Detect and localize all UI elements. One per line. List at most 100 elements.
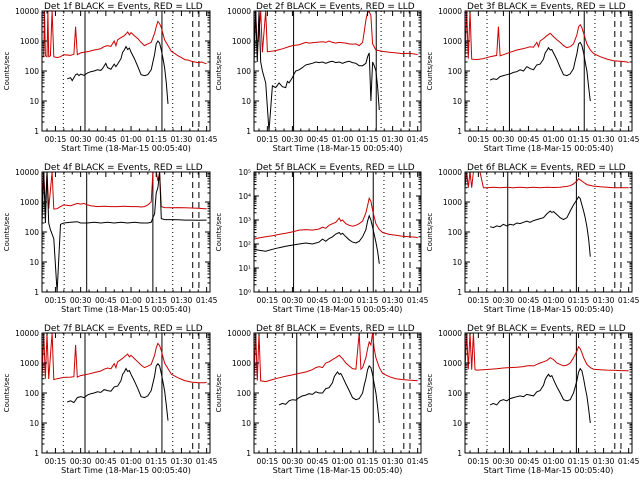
x-tick-label: 00:15 [257,457,279,466]
y-tick-label: 100 [25,389,40,398]
y-tick-label: 10 [29,258,39,267]
events-series-line [278,365,380,424]
x-tick-label: 00:30 [70,296,92,305]
x-tick-label: 01:00 [120,135,142,144]
x-tick-label: 01:45 [618,135,640,144]
x-tick-label: 01:30 [593,296,615,305]
y-tick-label: 10 [452,97,462,106]
plot-frame [464,171,633,293]
y-tick-label: 10 [452,419,462,428]
x-tick-label: 01:15 [568,135,590,144]
panel-det-3: Det 3f BLACK = Events, RED = LLD 1 10 100 10… [426,2,640,153]
y-tick-label: 100 [448,389,463,398]
y-tick-label: 10 [241,419,251,428]
y-tick-label: 100 [25,228,40,237]
x-tick-label: 01:00 [120,296,142,305]
x-tick-label: 01:45 [407,296,429,305]
x-tick-label: 00:45 [307,135,329,144]
lld-series-line [465,172,629,189]
lld-series-line [42,172,207,210]
y-tick-label: 1000 [20,198,39,207]
x-tick-label: 01:45 [407,457,429,466]
plot-frame [253,171,422,293]
y-tick-label: 100 [448,67,463,76]
x-axis-label: Start Time (18-Mar-15 00:05:40) [484,466,614,475]
y-tick-label: 10000 [15,168,39,177]
y-tick-label: 1000 [20,37,39,46]
x-tick-label: 00:30 [282,296,304,305]
events-series-line [489,367,591,424]
x-tick-label: 00:30 [282,135,304,144]
x-tick-label: 00:15 [45,135,67,144]
y-tick-label: 1000 [443,359,462,368]
x-tick-label: 00:45 [95,457,117,466]
y-axis-label: Counts/sec [3,374,11,413]
panel-title: Det 7f BLACK = Events, RED = LLD [44,324,203,334]
x-tick-label: 01:15 [357,135,379,144]
x-axis-label: Start Time (18-Mar-15 00:05:40) [61,144,191,153]
y-tick-label: 10 [452,258,462,267]
x-tick-label: 00:30 [282,457,304,466]
x-tick-label: 01:15 [568,457,590,466]
x-axis-label: Start Time (18-Mar-15 00:05:40) [484,305,614,314]
y-tick-label: 10000 [15,7,39,16]
x-tick-label: 01:30 [382,296,404,305]
events-series-line [67,362,169,421]
x-tick-label: 01:15 [145,457,167,466]
x-tick-label: 01:30 [171,457,193,466]
x-tick-label: 00:15 [468,296,490,305]
y-tick-label: 10 [241,97,251,106]
panel-title: Det 9f BLACK = Events, RED = LLD [467,324,626,334]
y-tick-label: 100 [237,67,252,76]
x-tick-label: 01:30 [382,135,404,144]
x-tick-label: 00:45 [518,296,540,305]
plot-frame [41,332,211,454]
x-tick-label: 00:30 [493,457,515,466]
x-tick-label: 01:00 [543,296,565,305]
events-series-line [254,214,380,264]
x-tick-label: 00:45 [307,457,329,466]
x-tick-label: 01:30 [382,457,404,466]
y-tick-label: 10⁵ [238,168,251,177]
panel-title: Det 4f BLACK = Events, RED = LLD [44,163,203,173]
x-tick-label: 01:15 [568,296,590,305]
events-series-line [489,195,591,257]
y-tick-label: 100 [237,389,252,398]
panel-title: Det 6f BLACK = Events, RED = LLD [467,163,626,173]
x-tick-label: 00:15 [468,457,490,466]
x-axis-label: Start Time (18-Mar-15 00:05:40) [273,144,403,153]
y-tick-label: 1 [34,127,39,136]
y-axis-label: Counts/sec [3,213,11,252]
x-axis-label: Start Time (18-Mar-15 00:05:40) [273,305,403,314]
y-tick-label: 10000 [227,329,251,338]
lld-series-line [42,333,207,384]
x-tick-label: 00:15 [468,135,490,144]
y-tick-label: 1000 [232,359,251,368]
plot-frame [253,10,422,132]
lld-series-line [254,333,418,383]
x-tick-label: 01:45 [618,457,640,466]
y-tick-label: 1000 [232,37,251,46]
x-tick-label: 00:45 [307,296,329,305]
y-tick-label: 10000 [438,168,462,177]
x-axis-label: Start Time (18-Mar-15 00:05:40) [61,305,191,314]
plot-frame [464,10,633,132]
x-tick-label: 01:15 [357,457,379,466]
y-axis-label: Counts/sec [426,374,434,413]
panel-det-6: Det 6f BLACK = Events, RED = LLD 1 10 100 10… [426,163,640,314]
x-tick-label: 01:30 [593,457,615,466]
x-tick-label: 01:45 [618,296,640,305]
plot-frame [253,332,422,454]
panel-det-5: Det 5f BLACK = Events, RED = LLD 10⁰ 10¹ 10… [215,163,429,314]
panel-det-7: Det 7f BLACK = Events, RED = LLD 1 10 100 10… [3,324,218,475]
x-tick-label: 00:45 [95,135,117,144]
x-tick-label: 00:45 [518,457,540,466]
y-axis-label: Counts/sec [215,213,223,252]
y-tick-label: 10000 [438,329,462,338]
lld-series-line [254,196,418,240]
x-tick-label: 01:30 [171,296,193,305]
y-tick-label: 1 [246,449,251,458]
x-axis-label: Start Time (18-Mar-15 00:05:40) [61,466,191,475]
y-tick-label: 1000 [443,198,462,207]
y-tick-label: 1 [34,449,39,458]
